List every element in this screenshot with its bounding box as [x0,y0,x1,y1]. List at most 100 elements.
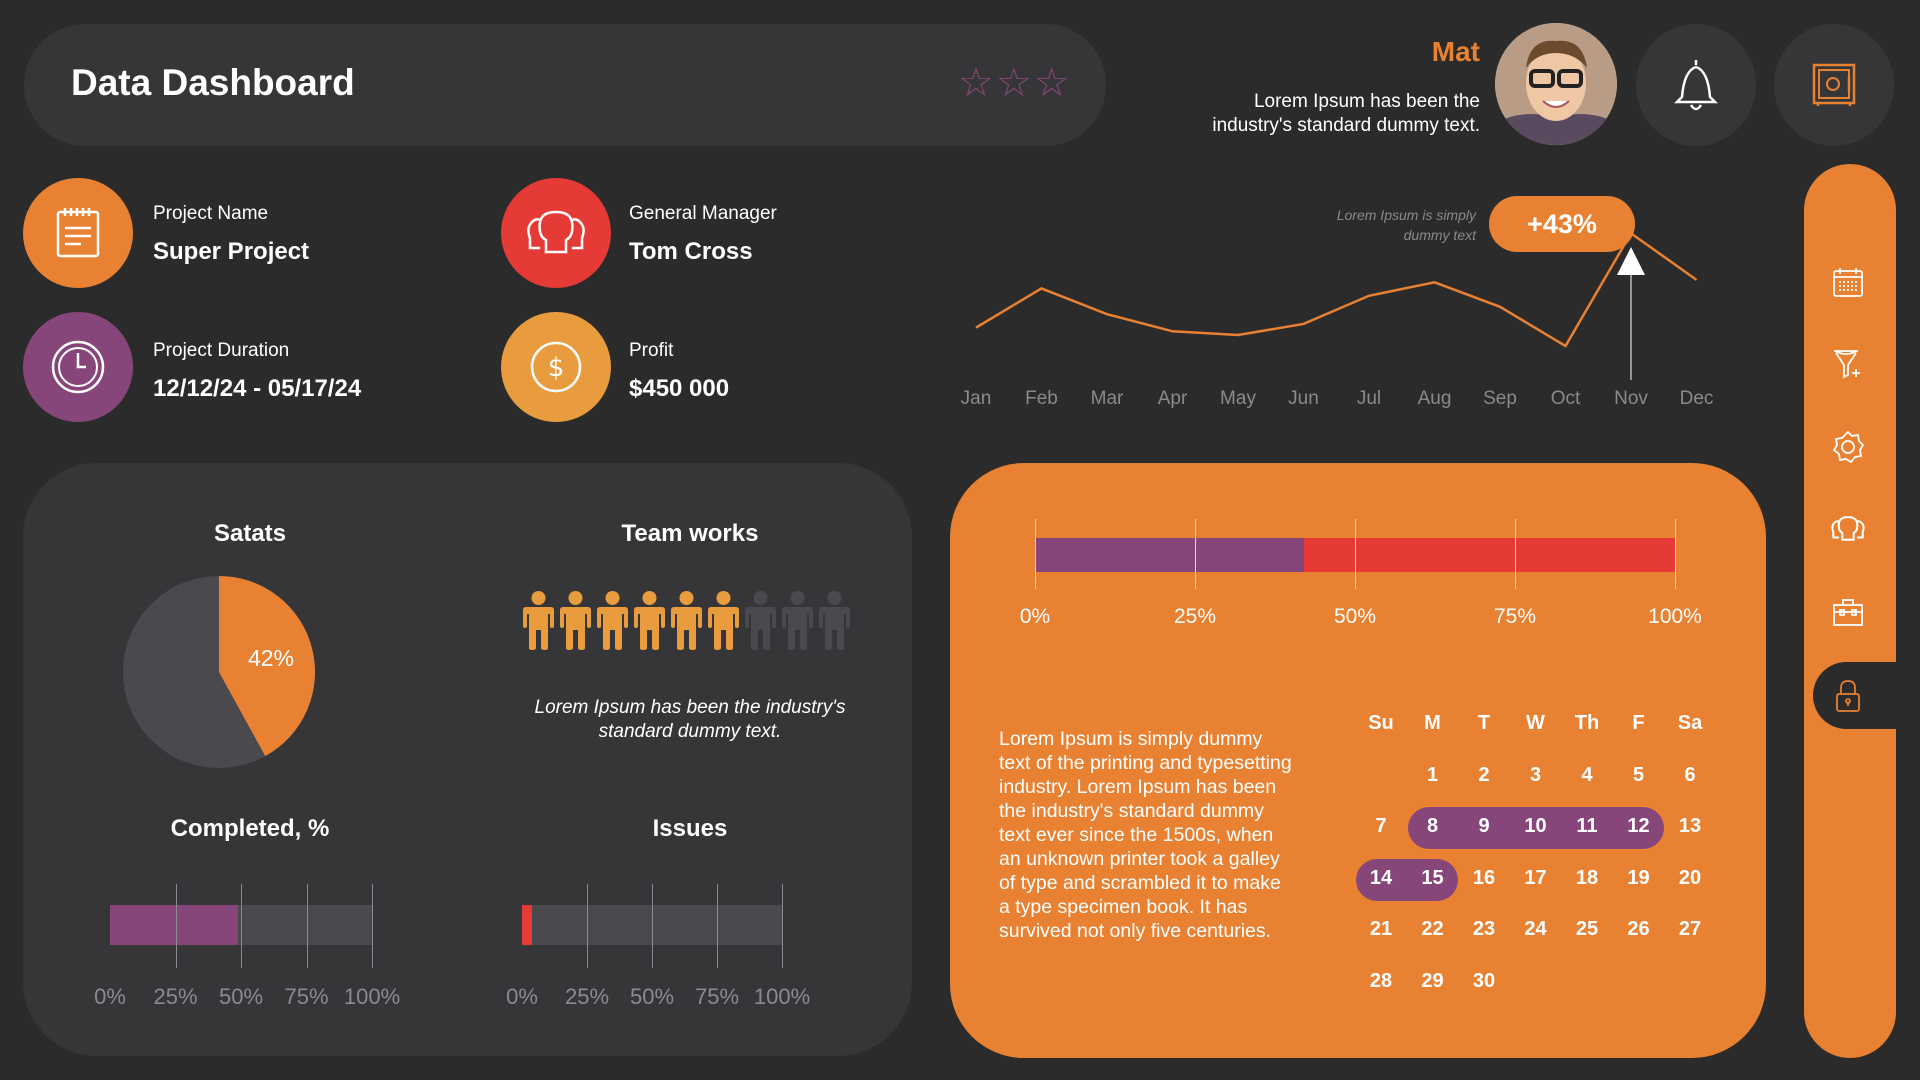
notifications-button[interactable] [1636,24,1756,146]
page-title: Data Dashboard [71,62,355,103]
calendar-day[interactable]: 12 [1627,815,1650,837]
grid-line [1355,519,1356,589]
calendar-day[interactable]: 17 [1524,866,1547,889]
calendar-day[interactable]: 9 [1478,815,1490,837]
x-tick-label: Jan [961,388,992,409]
calendar-day[interactable]: 29 [1421,969,1444,992]
x-tick-label: Aug [1418,388,1452,409]
grid-line [1515,519,1516,589]
x-tick-label: 100% [343,984,401,1009]
annotation-note-line: dummy text [1403,227,1476,243]
avatar[interactable] [1495,23,1617,145]
team-text-line: standard dummy text. [598,721,782,742]
calendar-day[interactable]: 11 [1576,815,1598,837]
bell-icon [1673,60,1719,111]
calendar-weekday: Th [1574,712,1600,734]
info-value: $450 000 [629,375,730,402]
calendar-day[interactable]: 24 [1524,918,1547,940]
stacked-progress-bar: 0% 25% 50% 75% 100% [1020,519,1702,628]
grid-line [717,884,718,968]
team-people-row [520,590,853,655]
calendar-weekday: T [1477,712,1491,734]
line-series [975,231,1698,348]
satats-pie-chart: 42% [123,576,315,768]
info-general-manager: General Manager Tom Cross [629,203,777,266]
sidebar-item-filter[interactable] [1828,344,1868,384]
safe-icon [1812,63,1856,106]
calendar-day[interactable]: 22 [1421,918,1444,940]
calendar-day[interactable]: 1 [1426,763,1439,786]
person-icon [631,590,668,655]
calendar-day[interactable]: 27 [1678,918,1702,940]
calendar-day[interactable]: 4 [1581,763,1593,786]
person-icon [557,590,594,655]
sidebar-item-lock[interactable] [1828,676,1868,716]
calendar-day[interactable]: 23 [1472,918,1496,940]
bar-fill [110,905,239,945]
info-profit: Profit $450 000 [629,340,729,403]
grid-line [1035,519,1036,589]
calendar-range-highlight [1356,858,1458,901]
calendar-day[interactable]: 19 [1627,866,1650,889]
grid-line [652,884,653,968]
grid-line [306,884,308,968]
avatar-portrait [1495,23,1617,145]
calendar-weekday: M [1424,712,1441,734]
profit-badge: $ [501,312,611,422]
x-tick-label: Mar [1091,388,1124,409]
calendar-day[interactable]: 20 [1678,866,1702,889]
calendar-day[interactable]: 2 [1478,763,1490,786]
x-tick-label: Dec [1680,388,1714,409]
pie-label: 42% [248,645,294,671]
sidebar-item-settings[interactable] [1828,427,1868,467]
toolbox-icon [1833,599,1863,626]
svg-text:$: $ [548,353,565,383]
calendar-day[interactable]: 16 [1472,866,1496,889]
project-name-badge [23,178,133,288]
calendar-day[interactable]: 5 [1632,763,1645,786]
x-tick-label: 100% [1648,605,1702,628]
sidebar-active-tab[interactable] [1813,662,1896,729]
x-tick-label: 25% [153,984,198,1009]
header-bar: Data Dashboard ☆☆☆ [24,24,1106,146]
calendar-day[interactable]: 15 [1421,866,1444,889]
calendar-day[interactable]: 18 [1575,866,1599,889]
calendar-day[interactable]: 26 [1627,918,1650,940]
sidebar-item-toolbox[interactable] [1828,592,1868,632]
info-label: General Manager [629,203,777,224]
person-icon [594,590,631,655]
calendar-day[interactable]: 13 [1678,815,1702,837]
pie-slice-main [219,576,315,757]
x-tick-label: Jul [1357,388,1381,409]
growth-badge: +43% [1489,196,1635,252]
x-tick-label: 75% [1493,605,1537,628]
calendar-day[interactable]: 14 [1369,866,1393,889]
calendar-day[interactable]: 21 [1369,918,1393,940]
star-icon[interactable]: ☆ [1033,61,1072,105]
calendar-day[interactable]: 30 [1472,969,1496,992]
star-icon[interactable]: ☆ [958,61,996,105]
grid-line [372,884,373,968]
sidebar-item-team[interactable] [1828,509,1868,549]
calendar-day[interactable]: 8 [1426,815,1439,837]
sidebar-item-calendar[interactable] [1828,262,1868,302]
star-icon[interactable]: ☆ [995,61,1034,105]
sidebar [1804,164,1896,1058]
x-tick-label: 75% [694,984,740,1009]
calendar-day[interactable]: 6 [1684,763,1696,786]
calendar-day[interactable]: 7 [1375,815,1387,837]
x-tick-label: 75% [284,984,329,1009]
calendar-day[interactable]: 10 [1524,815,1547,837]
calendar-day[interactable]: 25 [1575,918,1599,940]
safe-button[interactable] [1774,24,1894,146]
x-tick-label: 50% [1333,605,1377,628]
calendar-day[interactable]: 28 [1369,969,1393,992]
x-tick-label: 25% [564,984,610,1009]
person-icon [520,590,557,655]
calendar-day[interactable]: 3 [1529,763,1542,786]
rating-stars[interactable]: ☆☆☆ [958,60,1072,106]
team-text-line: Lorem Ipsum has been the industry's [534,697,846,718]
x-tick-label: 0% [94,984,126,1009]
calendar-weekday: Su [1368,712,1394,734]
x-tick-label: Nov [1614,388,1648,409]
